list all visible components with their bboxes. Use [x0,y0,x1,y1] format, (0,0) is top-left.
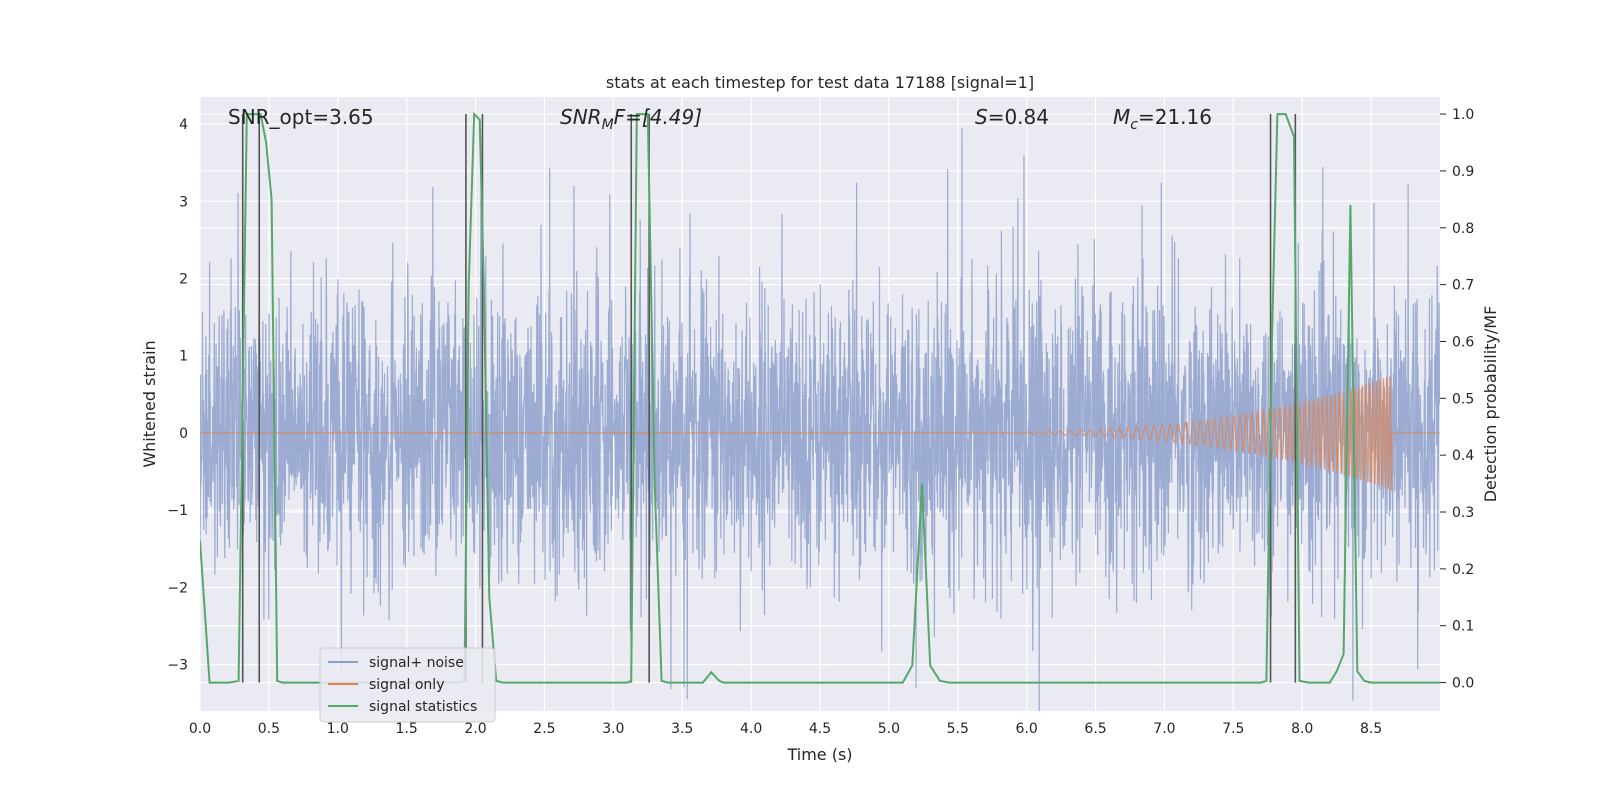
x-tick-label: 8.5 [1360,721,1382,737]
y-left-tick-label: 0 [179,426,188,442]
y-left-tick-label: −3 [167,658,188,674]
x-tick-label: 5.5 [947,721,969,737]
y-right-tick-label: 0.7 [1452,278,1474,294]
x-tick-label: 2.5 [533,721,555,737]
legend-label-signal-plus-noise: signal+ noise [369,655,464,671]
y-right-tick-label: 0.6 [1452,334,1474,350]
series-signal-statistics [200,111,1440,684]
y-right-tick-label: 0.5 [1452,391,1474,407]
y-left-tick-label: 2 [179,271,188,287]
y-right-tick-label: 0.9 [1452,164,1474,180]
x-tick-label: 2.0 [464,721,486,737]
legend-box [319,647,496,723]
y-left-tick-label: 4 [179,117,188,133]
y-right-tick-label: 1.0 [1452,107,1474,123]
x-tick-label: 3.0 [602,721,624,737]
annotation-mc: Mc=21.16 [1113,105,1212,133]
y-right-tick-label: 0.2 [1452,562,1474,578]
x-tick-label: 5.0 [878,721,900,737]
y-axis-right-ticks: 1.0 0.9 0.8 0.7 0.6 0.5 0.4 0.3 0.2 0.1 0.0 [1440,107,1474,692]
y-right-tick-label: 0.0 [1452,676,1474,692]
y-right-tick-label: 0.8 [1452,221,1474,237]
x-tick-label: 0.0 [189,721,211,737]
series-signal-only [200,375,1440,491]
y-left-tick-label: 1 [179,349,188,365]
y-right-tick-label: 0.4 [1452,448,1474,464]
x-tick-label: 4.0 [740,721,762,737]
legend: signal+ noise signal only signal statist… [319,647,496,723]
y-left-tick-label: 3 [179,194,188,210]
legend-label-signal-only: signal only [369,677,444,693]
y-right-tick-label: 0.3 [1452,505,1474,521]
x-tick-label: 7.5 [1222,721,1244,737]
y-axis-left-label: Whitened strain [140,340,159,467]
annotation-s: S=0.84 [975,105,1049,129]
x-tick-label: 6.0 [1016,721,1038,737]
x-tick-label: 6.5 [1084,721,1106,737]
x-axis-ticks: 0.0 0.5 1.0 1.5 2.0 2.5 3.0 3.5 4.0 4.5 5.0 5.5 6.0 6… [189,721,1382,737]
y-left-tick-label: −1 [167,503,188,519]
x-tick-label: 0.5 [258,721,280,737]
signal-only-line [200,375,1440,491]
y-axis-left-ticks: 4 3 2 1 0 −1 −2 −3 [167,117,188,674]
series-signal-plus-noise [200,128,1440,711]
x-tick-label: 1.5 [396,721,418,737]
x-tick-label: 8.0 [1291,721,1313,737]
signal-statistics-line [200,111,1440,684]
x-tick-label: 1.0 [327,721,349,737]
x-tick-label: 3.5 [671,721,693,737]
chart-title: stats at each timestep for test data 171… [606,73,1034,92]
x-tick-label: 4.5 [809,721,831,737]
legend-label-signal-statistics: signal statistics [369,699,477,715]
y-right-tick-label: 0.1 [1452,619,1474,635]
x-tick-label: 7.0 [1153,721,1175,737]
annotation-snr-mf: SNRMF=[4.49] [560,105,702,133]
annotation-snr-opt: SNR_opt=3.65 [228,105,374,129]
signal-plus-noise-line [200,128,1440,711]
x-axis-label: Time (s) [786,745,852,764]
y-axis-right-label: Detection probability/MF [1481,306,1500,503]
y-left-tick-label: −2 [167,580,188,596]
